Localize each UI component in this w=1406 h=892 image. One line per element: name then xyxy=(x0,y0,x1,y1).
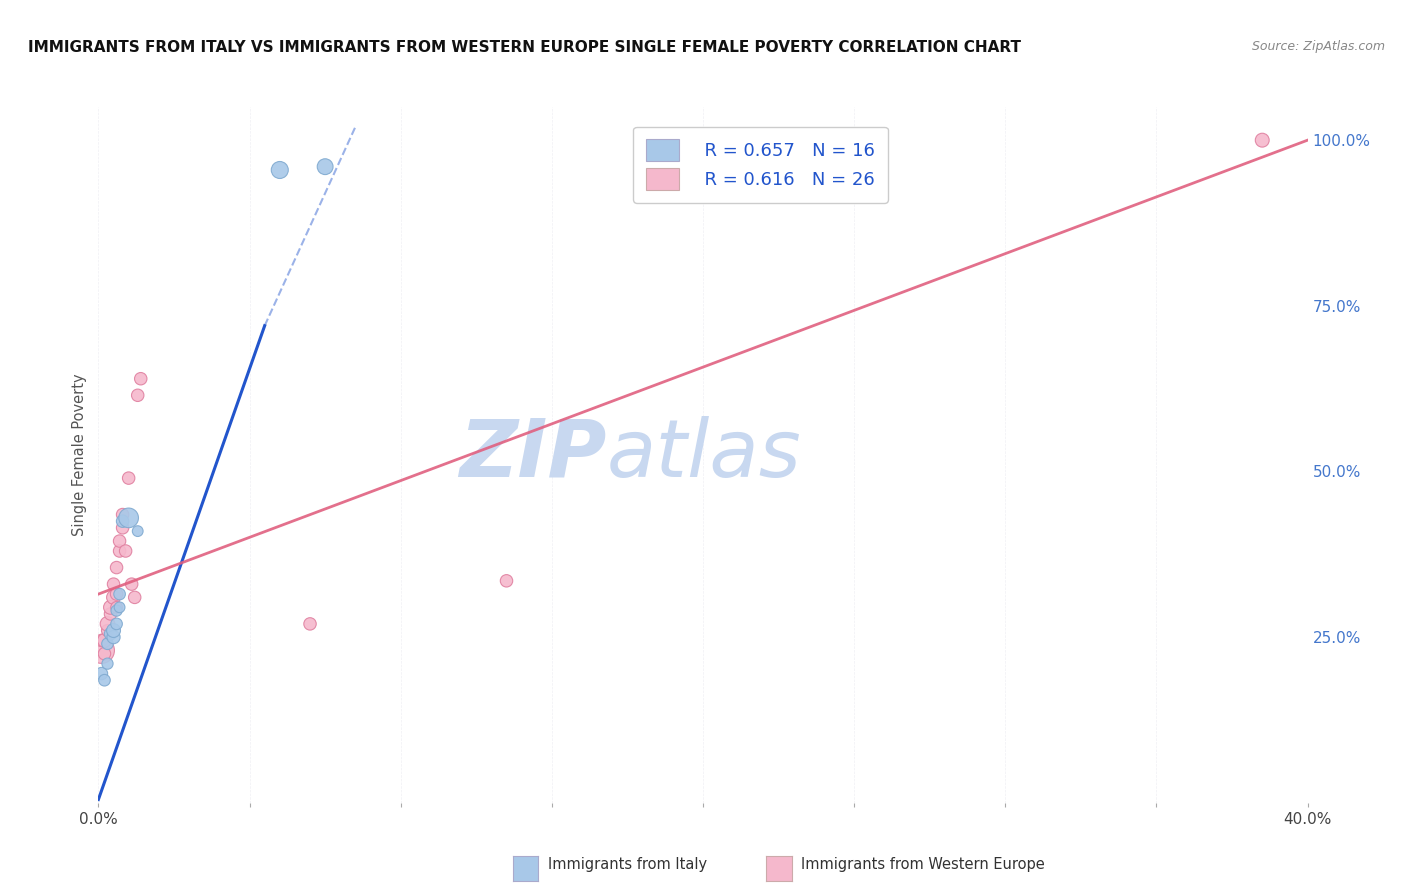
Point xyxy=(105,560,128,574)
Point xyxy=(124,591,146,605)
Text: atlas: atlas xyxy=(606,416,801,494)
Text: Immigrants from Italy: Immigrants from Italy xyxy=(548,857,707,872)
Point xyxy=(108,600,131,615)
Point xyxy=(93,673,115,688)
Point xyxy=(314,160,336,174)
Point xyxy=(103,577,125,591)
Text: Source: ZipAtlas.com: Source: ZipAtlas.com xyxy=(1251,40,1385,54)
Point xyxy=(103,630,125,644)
Point xyxy=(105,587,128,601)
Point xyxy=(114,544,136,558)
Point xyxy=(100,600,122,615)
Point xyxy=(108,544,131,558)
Point xyxy=(90,666,112,681)
Point xyxy=(105,604,128,618)
Point xyxy=(127,388,149,402)
Text: Immigrants from Western Europe: Immigrants from Western Europe xyxy=(801,857,1045,872)
Text: ZIP: ZIP xyxy=(458,416,606,494)
Point xyxy=(299,616,322,631)
Point xyxy=(96,637,118,651)
Point xyxy=(1251,133,1274,147)
Point xyxy=(100,607,122,621)
Text: IMMIGRANTS FROM ITALY VS IMMIGRANTS FROM WESTERN EUROPE SINGLE FEMALE POVERTY CO: IMMIGRANTS FROM ITALY VS IMMIGRANTS FROM… xyxy=(28,40,1021,55)
Point xyxy=(495,574,517,588)
Point xyxy=(100,627,122,641)
Point xyxy=(96,624,118,638)
Point xyxy=(93,633,115,648)
Point xyxy=(103,624,125,638)
Point xyxy=(93,647,115,661)
Point xyxy=(269,163,291,178)
Point xyxy=(129,372,152,386)
Point xyxy=(111,521,134,535)
Point xyxy=(118,511,141,525)
Point xyxy=(105,600,128,615)
Point xyxy=(108,587,131,601)
Point xyxy=(96,657,118,671)
Point xyxy=(111,514,134,528)
Point xyxy=(111,508,134,522)
Point xyxy=(127,524,149,538)
Point xyxy=(108,534,131,549)
Point xyxy=(118,471,141,485)
Point xyxy=(96,616,118,631)
Point xyxy=(90,633,112,648)
Point xyxy=(121,577,143,591)
Y-axis label: Single Female Poverty: Single Female Poverty xyxy=(72,374,87,536)
Point xyxy=(90,643,112,657)
Legend:   R = 0.657   N = 16,   R = 0.616   N = 26: R = 0.657 N = 16, R = 0.616 N = 26 xyxy=(634,127,887,203)
Point xyxy=(105,616,128,631)
Point xyxy=(103,591,125,605)
